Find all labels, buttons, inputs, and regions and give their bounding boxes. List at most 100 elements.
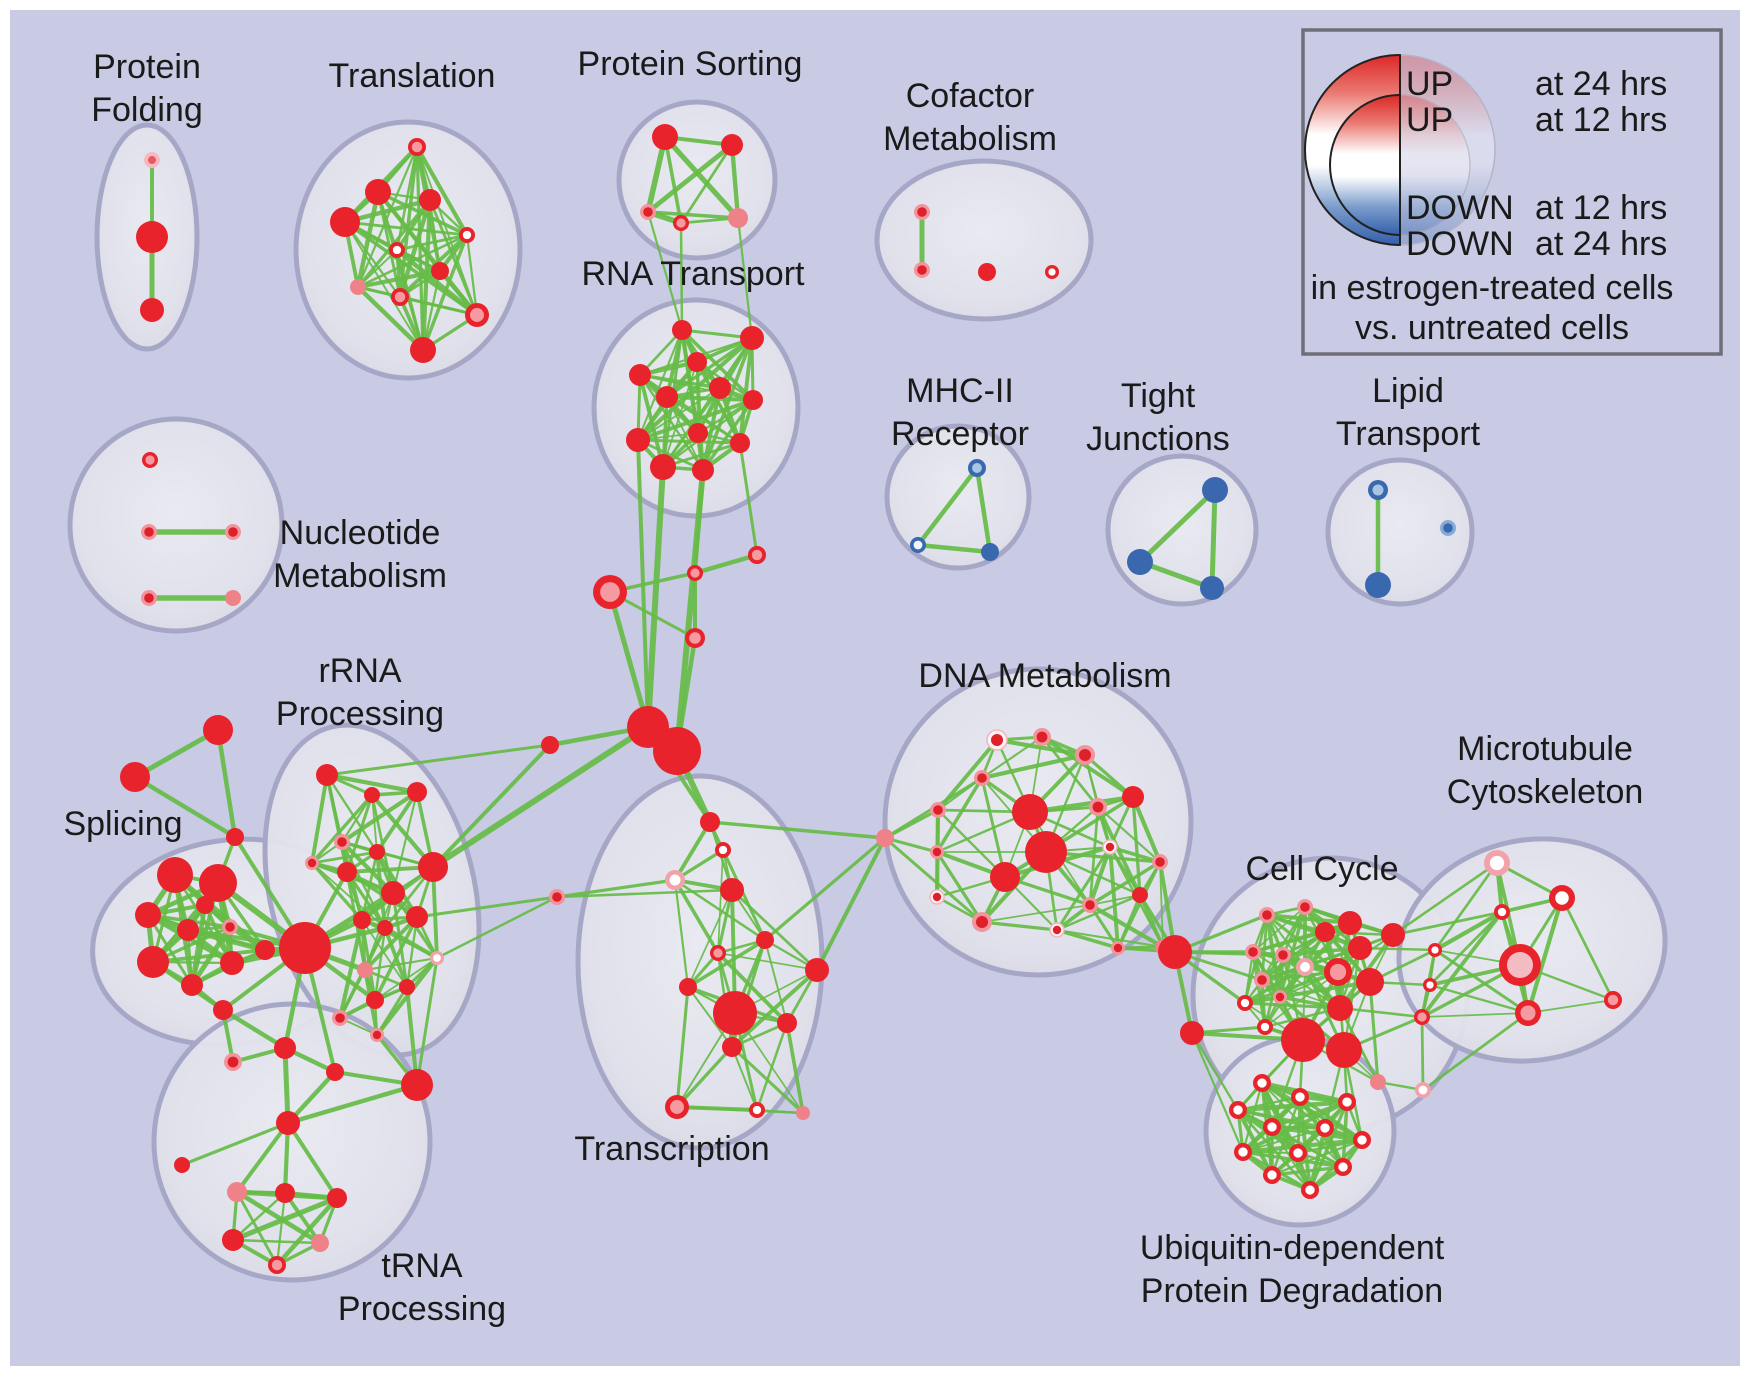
- network-node: [1012, 794, 1048, 830]
- network-node: [805, 958, 829, 982]
- network-node-core: [1240, 998, 1250, 1008]
- network-edge: [415, 895, 559, 919]
- cluster-label-lipid-transport: Lipid: [1372, 372, 1444, 410]
- network-edge: [1525, 895, 1565, 1016]
- network-edge: [1116, 893, 1142, 950]
- network-edge: [1391, 861, 1499, 937]
- network-edge: [935, 850, 984, 924]
- network-node: [700, 812, 720, 832]
- network-node: [1327, 995, 1353, 1021]
- network-node: [401, 1069, 433, 1101]
- cluster-label-cofactor-metabolism: Cofactor: [906, 77, 1035, 115]
- network-node: [1025, 831, 1067, 873]
- cluster-label-cell-cycle: Cell Cycle: [1245, 850, 1398, 888]
- network-edge: [431, 865, 439, 960]
- network-node: [431, 262, 449, 280]
- network-node-core: [1431, 946, 1439, 954]
- network-edge: [646, 210, 740, 220]
- network-edge: [764, 939, 788, 1024]
- network-node-core: [552, 892, 562, 902]
- network-edge: [1433, 948, 1530, 1015]
- network-edge: [1096, 805, 1162, 864]
- network-node: [220, 951, 244, 975]
- cluster-label-tight-junctions: Tight: [1121, 377, 1196, 415]
- network-edge: [286, 1121, 339, 1200]
- cluster-label-cofactor-metabolism: Metabolism: [883, 120, 1057, 158]
- legend-row-1-direction: UP: [1406, 101, 1453, 139]
- network-node-core: [1342, 1097, 1352, 1107]
- network-edge: [282, 1045, 291, 1126]
- network-edge: [1190, 1031, 1240, 1112]
- network-node-core: [933, 805, 943, 815]
- network-node: [1122, 786, 1144, 808]
- network-node-core: [148, 156, 156, 164]
- network-edge: [465, 233, 479, 317]
- network-edge: [1190, 1025, 1267, 1035]
- legend-row-2-direction: DOWN: [1406, 189, 1514, 227]
- cluster-label-tight-junctions: Junctions: [1086, 420, 1230, 458]
- network-node: [653, 727, 701, 775]
- network-edge: [1560, 896, 1615, 1002]
- network-node: [1348, 936, 1372, 960]
- network-node: [679, 978, 697, 996]
- network-edge: [1087, 844, 1113, 908]
- network-node-core: [1320, 1123, 1330, 1133]
- network-edge: [405, 915, 419, 989]
- network-node: [353, 911, 371, 929]
- network-node-core: [713, 948, 723, 958]
- legend-footnote-line2: vs. untreated cells: [1355, 309, 1629, 347]
- network-edge: [607, 589, 651, 730]
- network-node: [1158, 935, 1192, 969]
- network-node-core: [1092, 801, 1104, 813]
- network-edge: [275, 1191, 287, 1267]
- network-node-core: [676, 218, 686, 228]
- network-edge: [369, 792, 436, 870]
- network-edge: [693, 468, 705, 575]
- network-edge: [1137, 487, 1218, 565]
- network-edge: [815, 836, 887, 972]
- network-node-core: [932, 847, 942, 857]
- network-edge: [935, 776, 984, 854]
- network-edge: [980, 920, 1059, 932]
- network-edge: [421, 233, 469, 352]
- network-node-core: [1079, 749, 1091, 761]
- network-node: [407, 782, 427, 802]
- network-node-core: [752, 1105, 762, 1115]
- network-node: [135, 902, 161, 928]
- legend-row-1-time: at 12 hrs: [1535, 101, 1667, 139]
- network-edge: [310, 850, 379, 865]
- network-node: [1365, 572, 1391, 598]
- legend-glyph-inner-right-half: [1399, 94, 1471, 236]
- network-node-core: [1372, 484, 1384, 496]
- network-edge: [763, 836, 887, 942]
- network-edge: [638, 373, 705, 472]
- network-edge: [675, 1045, 734, 1109]
- network-edge: [430, 724, 651, 870]
- network-node: [626, 428, 650, 452]
- network-edge: [636, 328, 684, 442]
- network-node: [978, 263, 996, 281]
- legend-row-0-direction: UP: [1406, 65, 1453, 103]
- network-node-core: [689, 632, 701, 644]
- network-edge: [731, 1046, 758, 1111]
- network-edge: [339, 839, 396, 896]
- network-edge: [635, 335, 755, 443]
- network-edge: [915, 542, 993, 555]
- network-node-core: [1260, 1022, 1270, 1032]
- network-node-core: [411, 141, 423, 153]
- network-edge: [1251, 930, 1327, 954]
- network-node: [406, 906, 428, 928]
- network-node: [330, 207, 360, 237]
- network-node-core: [144, 527, 154, 537]
- cluster-region-translation: [293, 119, 523, 381]
- network-edge: [1296, 1138, 1364, 1155]
- cluster-region-mhc-ii-receptor: [884, 423, 1032, 571]
- network-edge: [382, 925, 440, 961]
- network-node: [1127, 549, 1153, 575]
- network-node: [140, 298, 164, 322]
- network-edge: [1278, 905, 1307, 999]
- cluster-label-microtubule-cytoskeleton: Cytoskeleton: [1447, 773, 1644, 811]
- network-edge: [1243, 1001, 1342, 1010]
- network-edge: [1420, 1015, 1425, 1092]
- cluster-label-protein-sorting: Protein Sorting: [578, 45, 803, 83]
